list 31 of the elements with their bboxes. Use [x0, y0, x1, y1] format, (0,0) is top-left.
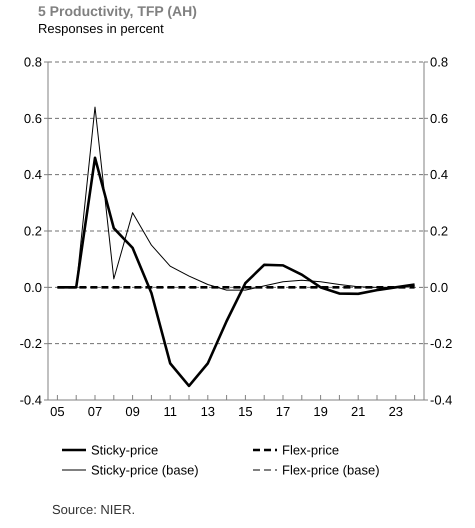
- x-tick-label: 09: [125, 404, 140, 419]
- y-tick-label: 0.0: [24, 280, 42, 295]
- legend-label: Flex-price (base): [282, 462, 380, 478]
- y-tick-label: 0.8: [24, 54, 42, 70]
- y-tick-label: 0.2: [24, 224, 42, 239]
- y2-tick-label: 0.4: [430, 167, 448, 182]
- x-tick-label: 21: [350, 404, 366, 419]
- x-tick-label: 13: [200, 404, 216, 419]
- x-tick-label: 23: [388, 404, 404, 419]
- x-tick-label: 11: [163, 404, 177, 419]
- y2-tick-label: -0.4: [430, 392, 452, 408]
- x-tick-label: 05: [50, 404, 65, 419]
- legend-label: Sticky-price: [91, 442, 158, 458]
- chart-title: 5 Productivity, TFP (AH): [38, 3, 197, 19]
- legend-label: Flex-price: [282, 442, 340, 458]
- x-tick-label: 19: [313, 404, 328, 419]
- chart-subtitle: Responses in percent: [38, 21, 164, 36]
- x-tick-label: 17: [276, 404, 290, 419]
- y2-tick-label: 0.2: [430, 224, 448, 239]
- y-tick-label: -0.4: [20, 392, 42, 408]
- x-tick-label: 15: [238, 404, 253, 419]
- y-tick-label: 0.4: [24, 167, 42, 182]
- y2-tick-label: 0.8: [430, 54, 448, 70]
- y-tick-label: -0.2: [20, 336, 42, 352]
- y2-tick-label: 0.0: [430, 280, 448, 295]
- legend-label: Sticky-price (base): [91, 462, 199, 478]
- x-tick-label: 07: [88, 404, 102, 419]
- y2-tick-label: -0.2: [430, 336, 452, 352]
- y2-tick-label: 0.6: [430, 110, 448, 126]
- y-tick-label: 0.6: [24, 110, 42, 126]
- source-note: Source: NIER.: [52, 502, 136, 517]
